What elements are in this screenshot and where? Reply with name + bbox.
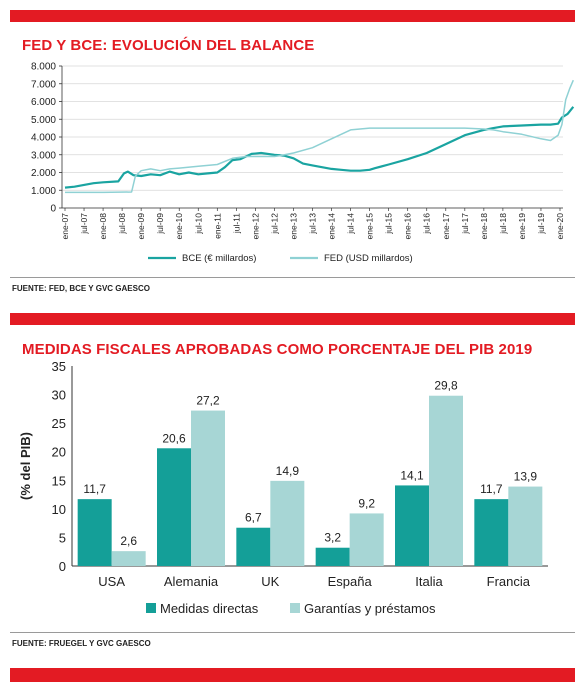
y-tick-label: 4.000 bbox=[31, 133, 56, 144]
bar-guarantees bbox=[508, 486, 543, 566]
x-tick-label: ene-18 bbox=[479, 213, 489, 240]
y-tick-label: 20 bbox=[52, 445, 66, 460]
y-axis-label: (% del PIB) bbox=[18, 432, 33, 500]
x-tick-label: jul-16 bbox=[422, 213, 432, 235]
legend-label: Medidas directas bbox=[160, 601, 259, 616]
x-tick-label: ene-13 bbox=[288, 213, 298, 240]
bar-guarantees bbox=[191, 410, 225, 566]
y-tick-label: 25 bbox=[52, 416, 66, 431]
data-label: 20,6 bbox=[162, 431, 186, 445]
legend-label: BCE (€ millardos) bbox=[182, 253, 256, 264]
y-tick-label: 35 bbox=[52, 359, 66, 374]
bar-guarantees bbox=[270, 480, 305, 566]
y-tick-label: 10 bbox=[52, 502, 66, 517]
bar-guarantees bbox=[111, 551, 146, 566]
x-tick-label: ene-07 bbox=[60, 213, 70, 240]
top-red-bar bbox=[10, 10, 575, 22]
x-tick-label: ene-17 bbox=[441, 213, 451, 240]
x-tick-label: jul-11 bbox=[231, 213, 241, 234]
y-tick-label: 7.000 bbox=[31, 79, 56, 90]
legend-swatch bbox=[146, 603, 156, 613]
legend-label: FED (USD millardos) bbox=[324, 253, 413, 264]
y-tick-label: 0 bbox=[59, 559, 66, 574]
data-label: 13,9 bbox=[514, 470, 538, 484]
x-tick-label: ene-11 bbox=[212, 213, 222, 239]
y-tick-label: 5.000 bbox=[31, 115, 56, 126]
bar-direct bbox=[395, 485, 429, 566]
category-label: USA bbox=[98, 574, 125, 589]
series-line-fed bbox=[65, 79, 574, 194]
x-tick-label: jul-15 bbox=[384, 213, 394, 235]
legend-swatch bbox=[290, 603, 300, 613]
x-tick-label: jul-18 bbox=[498, 213, 508, 235]
data-label: 9,2 bbox=[358, 496, 375, 510]
y-tick-label: 15 bbox=[52, 473, 66, 488]
legend-label: Garantías y préstamos bbox=[304, 601, 436, 616]
x-tick-label: ene-19 bbox=[517, 213, 527, 240]
x-tick-label: jul-17 bbox=[460, 213, 470, 235]
category-label: UK bbox=[261, 574, 279, 589]
category-label: Italia bbox=[415, 574, 443, 589]
chart2-source: FUENTE: FRUEGEL Y GVC GAESCO bbox=[12, 639, 151, 648]
x-tick-label: jul-07 bbox=[79, 213, 89, 235]
data-label: 11,7 bbox=[480, 482, 503, 496]
x-tick-label: ene-10 bbox=[174, 213, 184, 240]
data-label: 14,1 bbox=[400, 468, 424, 482]
bar-direct bbox=[77, 499, 112, 566]
y-tick-label: 8.000 bbox=[31, 62, 56, 73]
data-label: 27,2 bbox=[196, 394, 220, 408]
x-tick-label: jul-12 bbox=[269, 213, 279, 235]
y-tick-label: 30 bbox=[52, 388, 66, 403]
x-tick-label: ene-14 bbox=[327, 213, 337, 240]
category-label: Alemania bbox=[164, 574, 219, 589]
data-label: 2,6 bbox=[120, 534, 137, 548]
bar-guarantees bbox=[349, 513, 384, 566]
middle-red-bar bbox=[10, 313, 575, 325]
bar-guarantees bbox=[429, 395, 463, 566]
category-label: Francia bbox=[487, 574, 531, 589]
bar-direct bbox=[157, 448, 191, 566]
bottom-red-bar bbox=[10, 668, 575, 682]
y-tick-label: 1.000 bbox=[31, 186, 56, 197]
chart2-title: MEDIDAS FISCALES APROBADAS COMO PORCENTA… bbox=[22, 341, 533, 358]
bar-direct bbox=[236, 527, 271, 566]
x-tick-label: ene-12 bbox=[250, 213, 260, 240]
y-tick-label: 0 bbox=[50, 204, 56, 215]
fiscal-bar-chart: 0 5 10 15 20 25 30 35 (% del PIB) 11,7 2,6 USA 20,6 2… bbox=[18, 359, 548, 616]
data-label: 29,8 bbox=[434, 379, 458, 393]
bar-direct bbox=[474, 499, 509, 566]
x-tick-label: jul-09 bbox=[155, 213, 165, 235]
y-tick-label: 3.000 bbox=[31, 150, 56, 161]
x-tick-label: ene-20 bbox=[555, 213, 565, 240]
x-tick-label: ene-08 bbox=[98, 213, 108, 240]
x-tick-label: ene-09 bbox=[136, 213, 146, 240]
x-tick-label: ene-15 bbox=[365, 213, 375, 240]
data-label: 3,2 bbox=[324, 531, 341, 545]
chart1-title: FED Y BCE: EVOLUCIÓN DEL BALANCE bbox=[22, 37, 315, 54]
y-tick-label: 6.000 bbox=[31, 97, 56, 108]
x-tick-label: jul-13 bbox=[308, 213, 318, 235]
data-label: 6,7 bbox=[245, 511, 262, 525]
y-tick-label: 5 bbox=[59, 530, 66, 545]
x-tick-label: jul-08 bbox=[117, 213, 127, 235]
chart1-source: FUENTE: FED, BCE Y GVC GAESCO bbox=[12, 284, 150, 293]
bar-direct bbox=[315, 547, 350, 566]
balance-line-chart: 0 1.000 2.000 3.000 4.000 5.000 6.000 7.000 8.00… bbox=[31, 62, 575, 264]
x-tick-label: jul-19 bbox=[536, 213, 546, 235]
chart1-separator bbox=[10, 277, 575, 278]
x-tick-label: jul-14 bbox=[346, 213, 356, 235]
chart2-separator bbox=[10, 632, 575, 633]
x-tick-label: ene-16 bbox=[403, 213, 413, 240]
x-tick-label: jul-10 bbox=[193, 213, 203, 235]
data-label: 14,9 bbox=[276, 464, 300, 478]
category-label: España bbox=[328, 574, 373, 589]
y-tick-label: 2.000 bbox=[31, 168, 56, 179]
data-label: 11,7 bbox=[83, 482, 106, 496]
